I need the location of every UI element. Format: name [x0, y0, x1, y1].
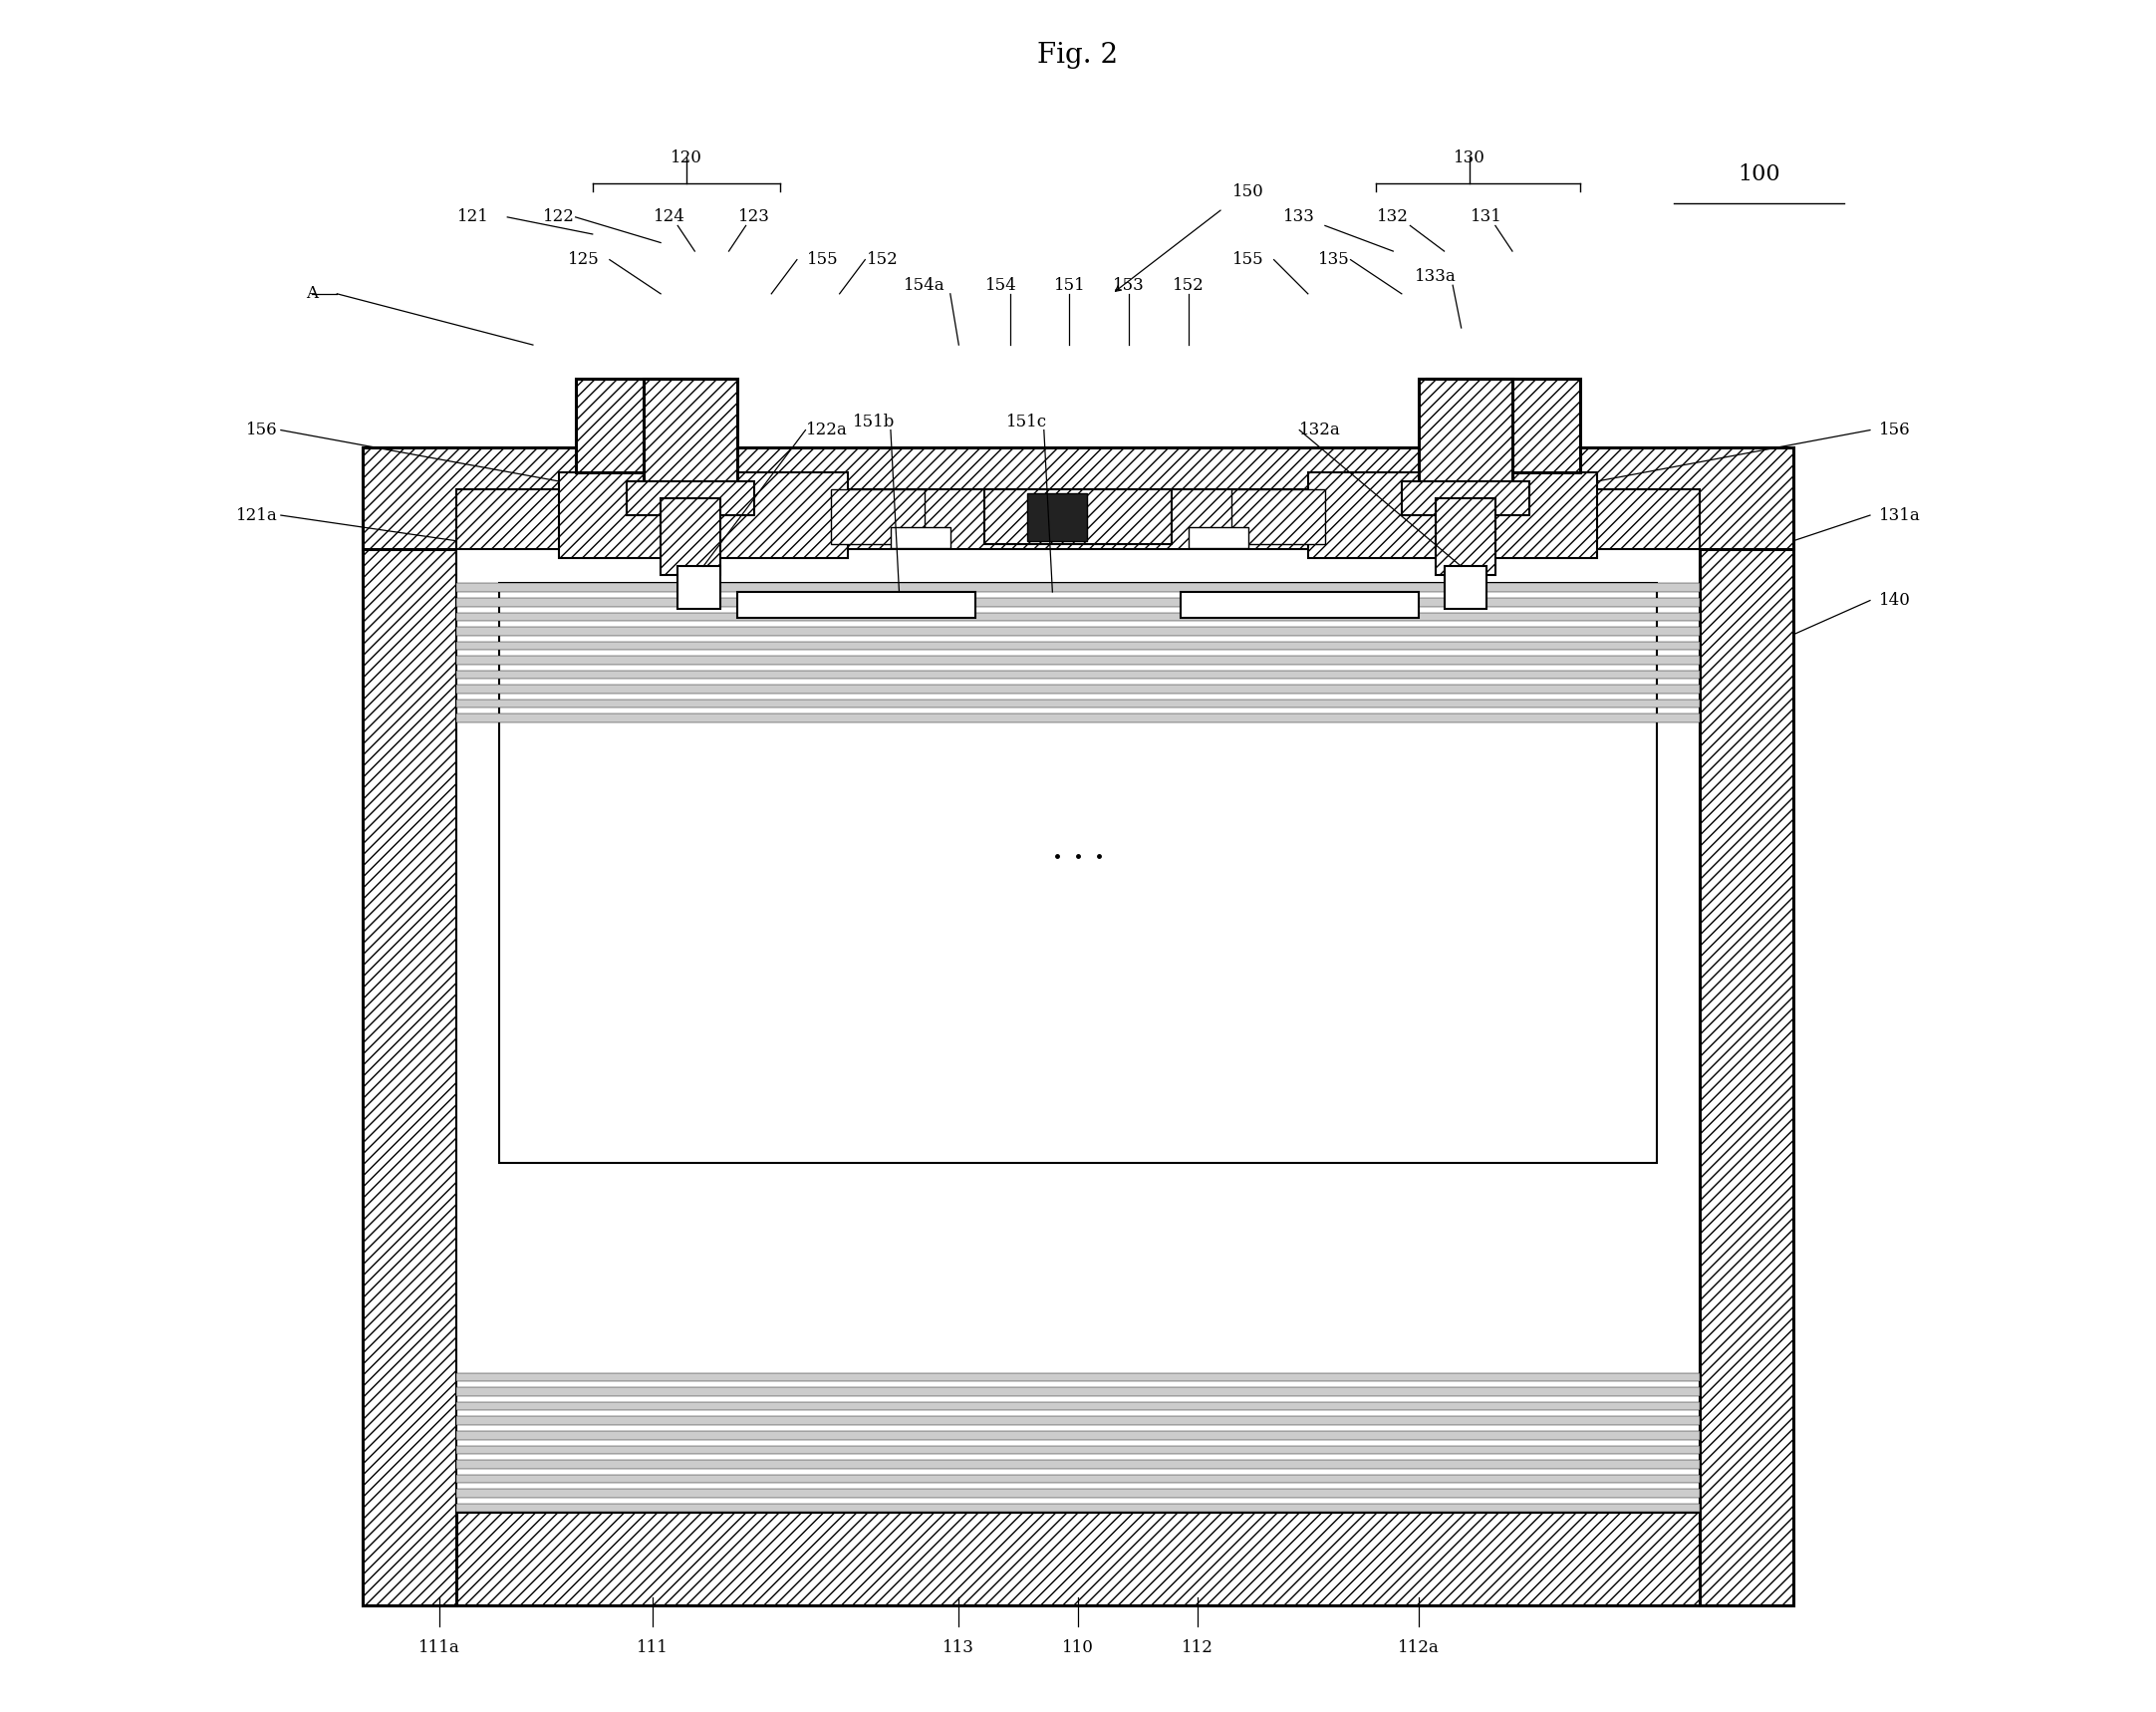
Bar [457, 671, 1699, 680]
Text: 121: 121 [457, 209, 489, 226]
Bar [362, 447, 457, 1606]
Bar [457, 1402, 1699, 1411]
Bar [645, 378, 737, 507]
Text: 153: 153 [1112, 277, 1145, 294]
Bar [660, 498, 720, 575]
Text: 123: 123 [740, 209, 770, 226]
Text: 133: 133 [1283, 209, 1315, 226]
Bar [985, 490, 1171, 544]
Text: 133a: 133a [1414, 269, 1457, 286]
Bar [457, 584, 1699, 592]
Text: 140: 140 [1878, 592, 1910, 609]
Bar [1699, 447, 1794, 1606]
Text: 154a: 154a [903, 277, 946, 294]
Text: 122: 122 [543, 209, 573, 226]
Bar [457, 1416, 1699, 1424]
Bar [1231, 490, 1326, 544]
Bar [558, 473, 847, 558]
Text: 152: 152 [1173, 277, 1205, 294]
Bar [1445, 567, 1488, 609]
Bar [457, 1460, 1699, 1469]
Bar [1419, 378, 1511, 507]
Text: 155: 155 [1233, 252, 1263, 269]
Bar [1026, 493, 1087, 541]
Bar [457, 656, 1699, 664]
Bar [677, 567, 720, 609]
Bar [457, 698, 1699, 707]
Text: 124: 124 [653, 209, 686, 226]
Text: 131a: 131a [1878, 507, 1921, 524]
Bar [890, 527, 951, 548]
Bar [830, 490, 925, 544]
Text: 112: 112 [1181, 1640, 1214, 1657]
Text: 132a: 132a [1300, 421, 1341, 438]
Text: A: A [306, 286, 317, 303]
Text: 150: 150 [1233, 183, 1263, 200]
Bar [1427, 378, 1580, 473]
Bar [457, 1489, 1699, 1498]
Text: 100: 100 [1738, 164, 1781, 185]
Bar [457, 714, 1699, 722]
Bar [645, 378, 737, 507]
Bar [362, 1512, 1794, 1606]
Bar [457, 613, 1699, 621]
Bar [457, 627, 1699, 635]
Text: 122a: 122a [806, 421, 847, 438]
Text: 151: 151 [1054, 277, 1084, 294]
Bar [457, 541, 1699, 1512]
Bar [1309, 473, 1598, 558]
Text: 121a: 121a [235, 507, 278, 524]
Text: 156: 156 [246, 421, 278, 438]
Bar [362, 447, 1794, 550]
Bar [1419, 378, 1511, 507]
Bar [457, 1445, 1699, 1453]
Bar [457, 1387, 1699, 1395]
Text: 125: 125 [569, 252, 599, 269]
Bar [1188, 527, 1248, 548]
Text: 130: 130 [1453, 149, 1485, 166]
Bar [457, 685, 1699, 693]
Bar [1401, 481, 1529, 515]
Bar [457, 1431, 1699, 1440]
Text: 152: 152 [867, 252, 897, 269]
Text: 112a: 112a [1397, 1640, 1440, 1657]
Text: 151b: 151b [852, 413, 895, 430]
Text: 135: 135 [1317, 252, 1350, 269]
Bar [457, 490, 1699, 550]
Text: 131: 131 [1470, 209, 1503, 226]
Text: 111a: 111a [418, 1640, 459, 1657]
Bar [1427, 378, 1580, 473]
Text: 155: 155 [806, 252, 839, 269]
Bar [576, 378, 729, 473]
Bar [627, 481, 755, 515]
Bar [457, 597, 1699, 606]
Text: 151c: 151c [1007, 413, 1048, 430]
Bar [1179, 592, 1419, 618]
Bar [457, 1474, 1699, 1483]
Text: 156: 156 [1878, 421, 1910, 438]
Text: 120: 120 [671, 149, 703, 166]
Bar [498, 584, 1658, 1162]
Text: 154: 154 [985, 277, 1018, 294]
Bar [576, 378, 729, 473]
Bar [457, 642, 1699, 651]
Text: 132: 132 [1378, 209, 1410, 226]
Text: Fig. 2: Fig. 2 [1037, 41, 1119, 68]
Bar [457, 1373, 1699, 1382]
Bar [737, 592, 977, 618]
Text: 110: 110 [1063, 1640, 1093, 1657]
Text: 111: 111 [636, 1640, 668, 1657]
Text: 113: 113 [942, 1640, 975, 1657]
Bar [457, 1503, 1699, 1512]
Bar [1436, 498, 1496, 575]
